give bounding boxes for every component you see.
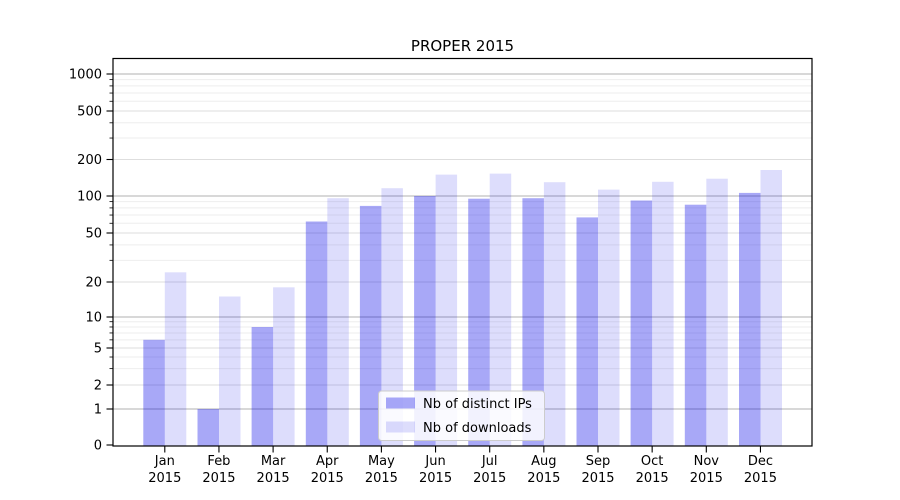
plot-area-border <box>112 57 813 447</box>
bar-nb-of-downloads-aug <box>543 182 566 446</box>
x-tick-label-year-may: 2015 <box>365 471 398 486</box>
y-tick-label-1: 1 <box>94 403 102 418</box>
x-tick-label-month-jan: Jan <box>154 454 175 469</box>
bar-nb-of-downloads-sep <box>598 189 620 446</box>
bar-nb-of-downloads-apr <box>327 198 349 446</box>
bar-nb-of-distinct-ips-jan <box>143 339 165 446</box>
x-tick-label-month-nov: Nov <box>694 454 720 469</box>
x-tick-label-month-may: May <box>368 454 395 469</box>
y-tick-label-100: 100 <box>77 190 102 205</box>
bar-nb-of-downloads-jan <box>164 272 187 446</box>
bar-nb-of-downloads-oct <box>652 181 674 446</box>
x-tick-label-year-sep: 2015 <box>581 471 614 486</box>
bar-nb-of-distinct-ips-feb <box>197 409 219 446</box>
y-tick-label-1000: 1000 <box>69 68 102 83</box>
x-tick-label-year-nov: 2015 <box>690 471 723 486</box>
x-tick-label-year-apr: 2015 <box>311 471 344 486</box>
x-tick-label-month-feb: Feb <box>207 454 230 469</box>
bar-nb-of-distinct-ips-oct <box>630 200 653 446</box>
x-tick-label-year-mar: 2015 <box>257 471 290 486</box>
bar-nb-of-distinct-ips-jul <box>468 198 490 446</box>
legend-swatch-nb-of-downloads <box>386 421 415 433</box>
y-tick-label-500: 500 <box>77 105 102 120</box>
x-tick-label-month-dec: Dec <box>748 454 773 469</box>
bar-nb-of-distinct-ips-mar <box>251 327 274 446</box>
legend-swatch-nb-of-distinct-ips <box>386 397 415 409</box>
x-tick-label-month-jun: Jun <box>424 454 445 469</box>
x-tick-label-year-oct: 2015 <box>636 471 669 486</box>
x-tick-label-month-sep: Sep <box>586 454 611 469</box>
x-tick-label-year-jun: 2015 <box>419 471 452 486</box>
bar-nb-of-downloads-mar <box>273 287 295 446</box>
x-tick-label-year-jul: 2015 <box>473 471 506 486</box>
y-tick-label-2: 2 <box>94 379 102 394</box>
x-tick-label-month-aug: Aug <box>531 454 556 469</box>
x-tick-label-month-jul: Jul <box>481 454 498 469</box>
bar-nb-of-distinct-ips-sep <box>576 217 598 446</box>
bar-nb-of-downloads-jun <box>435 174 458 446</box>
legend-label-nb-of-downloads: Nb of downloads <box>423 421 532 436</box>
x-tick-label-year-dec: 2015 <box>744 471 777 486</box>
y-tick-label-0: 0 <box>94 439 102 454</box>
y-tick-label-5: 5 <box>94 342 102 357</box>
x-tick-label-year-aug: 2015 <box>527 471 560 486</box>
legend-label-nb-of-distinct-ips: Nb of distinct IPs <box>423 397 532 412</box>
bar-nb-of-distinct-ips-dec <box>739 192 761 446</box>
x-tick-label-month-oct: Oct <box>641 454 663 469</box>
bars-group <box>143 170 782 446</box>
y-tick-label-20: 20 <box>85 276 102 291</box>
bar-nb-of-downloads-dec <box>760 170 782 446</box>
bar-nb-of-downloads-jul <box>489 173 512 446</box>
legend: Nb of distinct IPs Nb of downloads <box>378 390 545 441</box>
bar-nb-of-distinct-ips-aug <box>522 198 544 446</box>
legend-box <box>378 390 545 441</box>
bar-nb-of-distinct-ips-may <box>359 205 382 446</box>
bar-nb-of-distinct-ips-nov <box>684 204 707 446</box>
x-tick-label-month-apr: Apr <box>316 454 339 469</box>
bar-nb-of-downloads-may <box>381 188 403 446</box>
bar-nb-of-distinct-ips-apr <box>305 221 328 446</box>
x-tick-label-year-feb: 2015 <box>202 471 235 486</box>
y-axis-ticks: 0 1 2 5 10 20 50 100 200 500 1000 <box>69 68 113 454</box>
bar-nb-of-downloads-feb <box>219 296 241 446</box>
y-tick-label-10: 10 <box>85 311 102 326</box>
bar-nb-of-downloads-nov <box>706 178 728 446</box>
bar-nb-of-distinct-ips-jun <box>414 196 436 446</box>
chart-title: PROPER 2015 <box>411 37 514 55</box>
x-axis-ticks: Jan 2015 Feb 2015 Mar 2015 Apr 2015 May 2015 Jun 20… <box>148 446 777 486</box>
x-tick-label-year-jan: 2015 <box>148 471 181 486</box>
y-tick-label-200: 200 <box>77 153 102 168</box>
x-tick-label-month-mar: Mar <box>261 454 286 469</box>
y-tick-label-50: 50 <box>85 227 102 242</box>
